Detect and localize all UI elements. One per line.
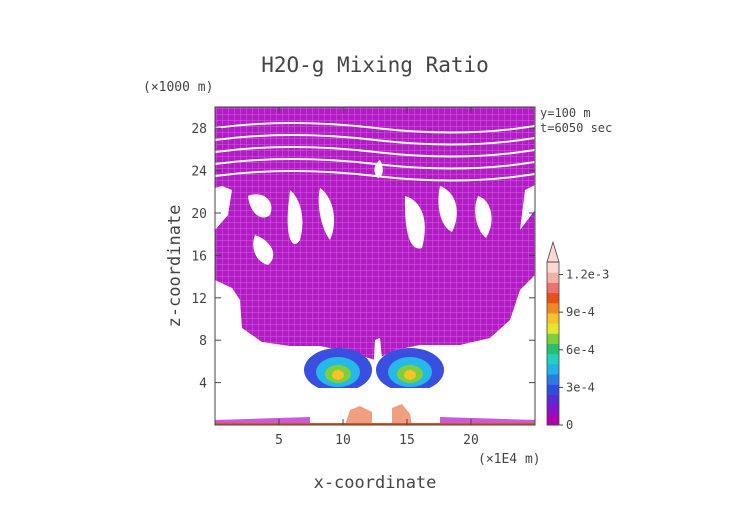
colorbar-swatch bbox=[547, 333, 559, 344]
y-tick-label: 16 bbox=[191, 249, 207, 264]
colorbar-tick-label: 1.2e-3 bbox=[566, 268, 609, 282]
x-tick-label: 15 bbox=[399, 433, 415, 448]
annotation-y: y=100 m bbox=[540, 106, 591, 120]
y-tick-label: 24 bbox=[191, 165, 207, 180]
y-tick-label: 20 bbox=[191, 207, 207, 222]
colorbar-swatch bbox=[547, 262, 559, 273]
x-tick-label: 5 bbox=[275, 433, 283, 448]
colorbar-swatch bbox=[547, 363, 559, 375]
colorbar-frame bbox=[546, 261, 560, 426]
colorbar-swatch bbox=[547, 323, 559, 334]
colorbar-swatch bbox=[547, 394, 559, 406]
colorbar-swatch bbox=[547, 292, 559, 304]
colorbar-swatch bbox=[547, 414, 559, 426]
x-unit-label: (×1E4 m) bbox=[478, 452, 541, 467]
colorbar-tick-label: 3e-4 bbox=[566, 380, 595, 394]
colorbar-swatch bbox=[547, 374, 559, 385]
anvil-holes bbox=[248, 160, 492, 265]
colorbar-swatch bbox=[547, 312, 559, 324]
y-unit-label: (×1000 m) bbox=[143, 80, 213, 95]
annotation-t: t=6050 sec bbox=[540, 121, 612, 135]
x-tick-label: 20 bbox=[463, 433, 479, 448]
plot-field bbox=[215, 107, 535, 425]
colorbar-tick-label: 6e-4 bbox=[566, 343, 595, 357]
x-axis-label: x-coordinate bbox=[314, 473, 437, 493]
y-tick-label: 4 bbox=[199, 377, 207, 392]
colorbar-swatch bbox=[547, 384, 559, 395]
moist-core bbox=[304, 348, 444, 392]
y-axis: 4 8 12 16 20 24 28 bbox=[191, 122, 535, 392]
colorbar-swatch bbox=[547, 353, 559, 365]
y-tick-label: 8 bbox=[199, 334, 207, 349]
plot-frame bbox=[214, 106, 536, 426]
colorbar-tick-label: 9e-4 bbox=[566, 305, 595, 319]
colorbar-swatch bbox=[547, 343, 559, 355]
x-tick-label: 10 bbox=[335, 433, 351, 448]
y-tick-label: 12 bbox=[191, 292, 207, 307]
y-axis-label: z-coordinate bbox=[165, 205, 185, 328]
colorbar: 0 3e-4 6e-4 9e-4 1.2e-3 bbox=[546, 240, 609, 432]
colorbar-swatch bbox=[547, 272, 559, 283]
chart-title: H2O-g Mixing Ratio bbox=[261, 53, 489, 77]
upper-bands bbox=[215, 122, 535, 182]
y-tick-label: 28 bbox=[191, 122, 207, 137]
colorbar-swatch bbox=[547, 282, 559, 294]
colorbar-swatch bbox=[547, 302, 559, 314]
x-axis: 5 10 15 20 bbox=[275, 107, 479, 448]
colorbar-swatch bbox=[547, 404, 559, 416]
colorbar-extend-arrow bbox=[546, 240, 560, 263]
colorbar-tick-label: 0 bbox=[566, 418, 573, 432]
